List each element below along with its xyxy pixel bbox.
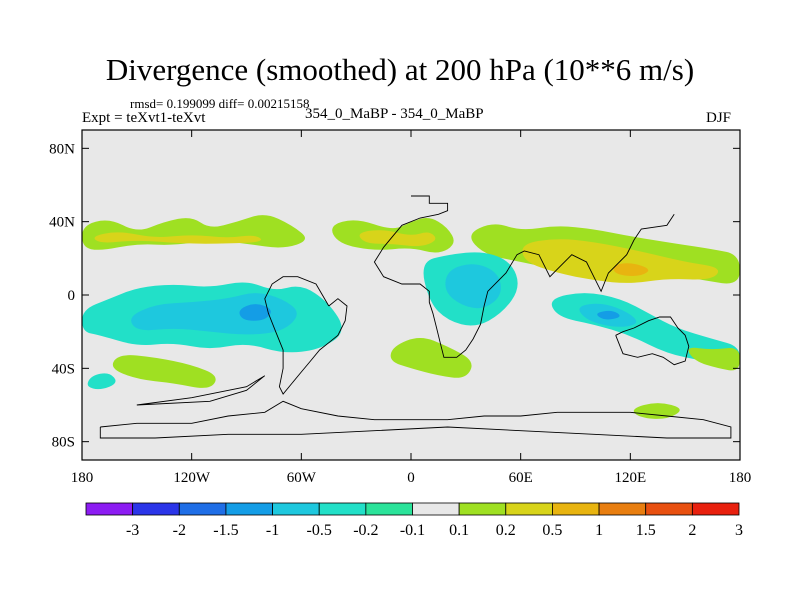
colorbar-label: 2 bbox=[688, 522, 696, 539]
contour-region-sh-pos-east bbox=[688, 347, 740, 371]
y-tick-label: 0 bbox=[68, 288, 76, 304]
colorbar-label: 3 bbox=[735, 522, 743, 539]
colorbar-label: -0.2 bbox=[353, 522, 378, 539]
colorbar-swatch bbox=[412, 502, 460, 516]
contour-region-eq-neg-central-core bbox=[445, 264, 501, 309]
colorbar-label: 0.5 bbox=[542, 522, 562, 539]
x-tick-label: 180 bbox=[71, 470, 94, 486]
colorbar: -3 -2 -1.5 -1 -0.5 -0.2 -0.1 0.1 0.2 0.5 1 1.5 2 3 bbox=[85, 502, 743, 539]
colorbar-swatch bbox=[645, 502, 693, 516]
colorbar-swatch bbox=[132, 502, 180, 516]
y-axis: 80N 40N 0 40S 80S bbox=[49, 141, 740, 451]
colorbar-label: -1 bbox=[266, 522, 279, 539]
colorbar-swatch bbox=[365, 502, 413, 516]
colorbar-label: 1.5 bbox=[636, 522, 656, 539]
experiment-label: Expt = teXvt1-teXvt bbox=[82, 110, 206, 126]
colorbar-label: -1.5 bbox=[213, 522, 238, 539]
colorbar-label: -0.1 bbox=[400, 522, 425, 539]
colorbar-swatch bbox=[552, 502, 600, 516]
colorbar-label: -0.5 bbox=[307, 522, 332, 539]
contour-region-eq-neg-west-core bbox=[131, 293, 297, 335]
colorbar-swatch bbox=[458, 502, 507, 516]
chart-title: Divergence (smoothed) at 200 hPa (10**6 … bbox=[105, 52, 695, 87]
y-tick-label: 80N bbox=[49, 141, 75, 157]
colorbar-swatch bbox=[691, 502, 740, 516]
x-axis: 180 120W 60W 0 60E 120E 180 bbox=[71, 130, 752, 486]
y-tick-label: 40N bbox=[49, 215, 75, 231]
x-tick-label: 60E bbox=[509, 470, 533, 486]
colorbar-swatch bbox=[598, 502, 647, 516]
colorbar-label: 0.2 bbox=[496, 522, 516, 539]
colorbar-swatch bbox=[85, 502, 134, 516]
contour-region-sh-pos-west bbox=[112, 355, 216, 388]
contour-region-nh-east-max bbox=[613, 263, 649, 276]
contour-region-sh-pos-south bbox=[633, 403, 680, 419]
x-tick-label: 120W bbox=[173, 470, 211, 486]
coastline-2 bbox=[264, 276, 348, 395]
contour-region-sh-pos-central bbox=[390, 338, 472, 378]
coastline-5 bbox=[136, 375, 266, 406]
contour-region-sh-neg-blob bbox=[87, 373, 116, 390]
colorbar-swatch bbox=[225, 502, 273, 516]
colorbar-swatch bbox=[505, 502, 553, 516]
contour-region-eq-neg-west-max bbox=[239, 304, 271, 321]
y-tick-label: 40S bbox=[52, 361, 75, 377]
colorbar-label: -3 bbox=[126, 522, 139, 539]
case-names: 354_0_MaBP - 354_0_MaBP bbox=[305, 106, 484, 122]
contour-regions bbox=[82, 215, 740, 419]
colorbar-swatch bbox=[318, 502, 367, 516]
contour-region-eq-neg-east-max bbox=[597, 310, 620, 320]
season-label: DJF bbox=[706, 110, 732, 126]
colorbar-swatch bbox=[178, 502, 227, 516]
stats-text: rmsd= 0.199099 diff= 0.00215158 bbox=[130, 96, 310, 111]
x-tick-label: 60W bbox=[287, 470, 317, 486]
coastline-1 bbox=[373, 195, 675, 358]
coastline-4 bbox=[99, 400, 732, 439]
coastline-3 bbox=[615, 316, 690, 366]
colorbar-label: 0.1 bbox=[449, 522, 469, 539]
colorbar-label: -2 bbox=[173, 522, 186, 539]
contour-region-nh-west-core bbox=[94, 232, 262, 244]
x-tick-label: 180 bbox=[729, 470, 752, 486]
x-tick-label: 0 bbox=[407, 470, 415, 486]
contour-region-nh-central-core bbox=[359, 230, 436, 247]
x-tick-label: 120E bbox=[614, 470, 646, 486]
colorbar-swatch bbox=[272, 502, 320, 516]
colorbar-label: 1 bbox=[595, 522, 603, 539]
coastline-layer bbox=[99, 195, 732, 439]
y-tick-label: 80S bbox=[52, 435, 75, 451]
